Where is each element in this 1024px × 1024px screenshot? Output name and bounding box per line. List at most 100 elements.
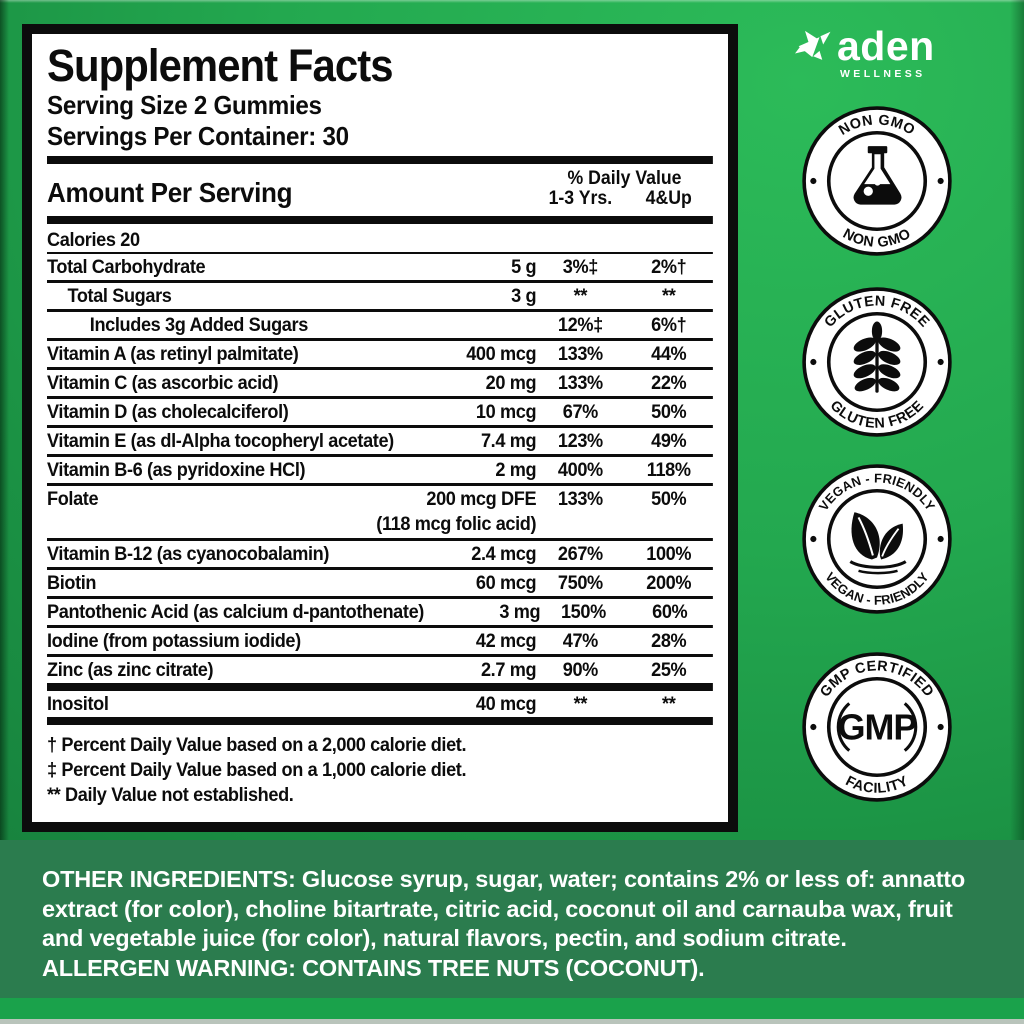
row-dv-1-3yrs: 3%‡ [562,256,599,278]
row-dv-4up: 118% [646,459,691,481]
row-name: Iodine (from potassium iodide) [47,630,301,652]
origami-bird-icon [795,30,831,60]
row-amount: 3 mg [499,601,541,623]
svg-text:GMP: GMP [838,706,917,747]
facts-row: Biotin 60 mcg 750% 200% [47,570,713,599]
row-dv-1-3yrs: 150% [560,601,606,623]
row-amount: 2 mg [495,459,537,481]
row-dv-1-3yrs: 90% [562,659,599,681]
row-dv-4up: ** [662,693,676,715]
row-amount: 42 mcg [475,630,537,652]
footnote-line: † Percent Daily Value based on a 2,000 c… [47,734,467,756]
badge-vegan-friendly: VEGAN - FRIENDLY VEGAN - FRIENDLY [802,464,952,614]
row-name: Vitamin B-6 (as pyridoxine HCl) [47,459,306,481]
facts-rows: Calories 20 Total Carbohydrate 5 g 3%‡ 2%† To… [47,227,713,725]
row-dv-4up: 50% [651,488,687,510]
servings-per-container: Servings Per Container: 30 [47,121,349,151]
allergen-warning-text: ALLERGEN WARNING: CONTAINS TREE NUTS (CO… [42,954,705,981]
row-dv-1-3yrs: 267% [557,543,603,565]
row-name: Vitamin D (as cholecalciferol) [47,401,289,423]
row-dv-1-3yrs: ** [573,693,588,715]
row-dv-4up: 2%† [651,256,687,278]
row-amount: 400 mcg [466,343,537,365]
row-dv-4up: 22% [651,372,687,394]
row-dv-4up: 100% [646,543,692,565]
row-dv-4up: 25% [651,659,687,681]
row-dv-1-3yrs: ** [573,285,588,307]
brand-logo: aden WELLNESS [795,23,935,80]
other-ingredients-text: OTHER INGREDIENTS: Glucose syrup, sugar,… [42,866,966,951]
supplement-facts-panel: Supplement Facts Serving Size 2 Gummies … [22,24,738,832]
row-dv-1-3yrs: 400% [557,459,603,481]
row-name: Total Sugars [67,285,172,307]
serving-size: Serving Size 2 Gummies [47,90,322,120]
footer-accent-strip [0,998,1024,1019]
row-dv-1-3yrs: 67% [562,401,599,423]
row-dv-1-3yrs: 133% [557,372,603,394]
row-amount: 40 mcg [475,693,537,715]
row-name: Calories 20 [47,229,140,251]
facts-row: Total Sugars 3 g ** ** [47,283,713,312]
row-dv-4up: 50% [651,401,687,423]
footer-ingredients-panel: OTHER INGREDIENTS: Glucose syrup, sugar,… [0,840,1024,998]
row-name: Includes 3g Added Sugars [89,314,309,336]
row-dv-1-3yrs: 123% [557,430,603,452]
section-divider-bar [47,156,713,164]
row-name: Inositol [47,693,109,715]
footnote-line: ** Daily Value not established. [47,784,294,806]
row-name: Folate [47,488,99,510]
row-amount: 60 mcg [475,572,537,594]
row-dv-4up: 49% [651,430,687,452]
brand-name: aden [837,23,935,69]
facts-row: Vitamin D (as cholecalciferol) 10 mcg 67% 5… [47,399,713,428]
facts-header-row: Amount Per Serving % Daily Value 1-3 Yrs… [47,167,713,212]
amount-per-serving-label: Amount Per Serving [47,177,293,208]
dv-col-1-3yrs: 1-3 Yrs. [548,188,613,209]
facts-footnotes: † Percent Daily Value based on a 2,000 c… [47,725,713,808]
row-amount: 2.7 mg [480,659,537,681]
row-amount: 3 g [511,285,537,307]
svg-text:FACILITY: FACILITY [843,773,911,797]
row-amount: 10 mcg [475,401,537,423]
section-divider-bar [47,216,713,224]
row-amount: 200 mcg DFE [426,488,537,510]
wheat-icon [853,321,901,393]
row-amount: 20 mg [485,372,537,394]
facts-row: Pantothenic Acid (as calcium d-pantothen… [47,599,713,628]
bottom-edge-strip [0,1019,1024,1024]
facts-row: Inositol 40 mcg ** ** [47,691,713,725]
facts-row: Total Carbohydrate 5 g 3%‡ 2%† [47,254,713,283]
row-name: Vitamin B-12 (as cyanocobalamin) [47,543,330,565]
row-name: Zinc (as zinc citrate) [47,659,214,681]
facts-row: Folate 200 mcg DFE 133% 50% (118 mcg folic a… [47,486,713,541]
row-name: Total Carbohydrate [47,256,206,278]
row-name: Vitamin A (as retinyl palmitate) [47,343,299,365]
badge-gmp-certified: GMP CERTIFIED FACILITY GMP [802,652,952,802]
row-dv-4up: 6%† [651,314,687,336]
row-dv-1-3yrs: 12%‡ [557,314,603,336]
row-dv-4up: ** [662,285,676,307]
dv-col-4up: 4&Up [645,188,692,209]
row-dv-4up: 60% [652,601,688,623]
facts-title: Supplement Facts [47,40,393,91]
row-amount: 5 g [511,256,537,278]
row-dv-1-3yrs: 133% [557,488,603,510]
facts-row: Vitamin A (as retinyl palmitate) 400 mcg 1… [47,341,713,370]
row-dv-1-3yrs: 133% [557,343,603,365]
row-dv-4up: 28% [651,630,687,652]
facts-row: Iodine (from potassium iodide) 42 mcg 47% 2… [47,628,713,657]
daily-value-header: % Daily Value 1-3 Yrs. 4&Up [536,169,713,209]
brand-tagline: WELLNESS [840,68,926,80]
facts-row: Zinc (as zinc citrate) 2.7 mg 90% 25% [47,657,713,691]
footnote-line: ‡ Percent Daily Value based on a 1,000 c… [47,759,467,781]
row-dv-4up: 200% [646,572,692,594]
row-note: (118 mcg folic acid) [376,513,537,535]
daily-value-label: % Daily Value [567,168,682,189]
facts-row: Vitamin B-12 (as cyanocobalamin) 2.4 mcg 2… [47,541,713,570]
facts-row: Calories 20 [47,227,713,254]
facts-row: Vitamin B-6 (as pyridoxine HCl) 2 mg 400% 1… [47,457,713,486]
facts-row: Vitamin E (as dl-Alpha tocopheryl acetat… [47,428,713,457]
flask-icon [853,146,902,205]
badge-gluten-free: GLUTEN FREE GLUTEN FREE [802,287,952,437]
row-dv-1-3yrs: 750% [557,572,603,594]
